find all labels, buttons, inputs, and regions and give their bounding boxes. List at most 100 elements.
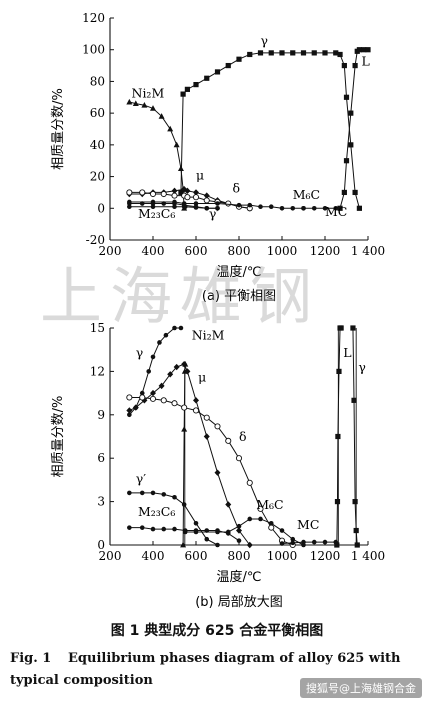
data-point — [127, 204, 132, 209]
data-point — [337, 205, 343, 211]
chart-panel-a: 200 400 600 800 1000 1200 1 400 -20 0 20 40 60 80 100… — [51, 11, 385, 304]
series-line — [129, 101, 185, 209]
phase-label: Ni₂M — [192, 328, 225, 343]
series-ni2m — [180, 360, 189, 548]
series-series — [126, 360, 253, 549]
x-tick-label: 1200 — [310, 549, 341, 563]
y-tick-label: 6 — [97, 451, 105, 465]
data-point — [141, 102, 148, 108]
data-point — [247, 51, 253, 58]
data-point — [204, 205, 210, 211]
series-ni2m — [126, 98, 188, 211]
data-point — [160, 397, 167, 404]
series-l — [334, 325, 344, 548]
source-badge[interactable]: 搜狐号@上海雄钢合金 — [300, 678, 422, 698]
data-point — [290, 536, 296, 542]
caption-fig-text: Equilibrium phases diagram of alloy 625 … — [10, 651, 401, 688]
x-tick-label: 200 — [99, 244, 122, 258]
data-point — [127, 490, 132, 496]
data-point — [257, 505, 264, 512]
data-point — [171, 192, 178, 199]
y-tick-label: 80 — [90, 74, 105, 88]
data-point — [279, 528, 285, 533]
data-point — [146, 369, 151, 374]
data-point — [334, 542, 340, 548]
x-tick-label: 600 — [185, 549, 208, 563]
data-point — [181, 404, 188, 411]
data-point — [352, 189, 358, 196]
y-tick-label: 0 — [97, 538, 105, 552]
x-axis-label: 温度/℃ — [217, 569, 262, 585]
data-point — [139, 201, 145, 206]
data-point — [132, 404, 139, 411]
data-point — [341, 189, 347, 196]
data-point — [343, 94, 350, 100]
data-point — [126, 407, 133, 414]
data-point — [167, 125, 174, 132]
caption-fig-label: Fig. 1 — [10, 651, 52, 666]
data-point — [246, 541, 253, 549]
data-point — [348, 142, 354, 148]
data-point — [351, 397, 357, 403]
data-point — [127, 412, 132, 418]
data-point — [352, 62, 358, 69]
data-point — [180, 541, 187, 548]
data-point — [235, 455, 243, 462]
data-point — [193, 204, 199, 209]
data-point — [311, 539, 317, 545]
phase-label: γ — [136, 345, 143, 360]
data-point — [356, 205, 362, 211]
data-point — [172, 204, 177, 209]
data-point — [236, 202, 242, 208]
caption-chinese: 图 1 典型成分 625 合金平衡相图 — [110, 623, 324, 639]
data-point — [171, 187, 178, 195]
phase-label: δ — [233, 180, 241, 195]
data-point — [247, 202, 253, 208]
phase-label: δ — [239, 429, 247, 444]
phase-label: γ — [358, 359, 365, 374]
data-point — [268, 204, 274, 209]
y-tick-label: -20 — [86, 233, 105, 247]
series-series — [127, 325, 184, 418]
data-point — [204, 75, 210, 81]
data-point — [180, 91, 186, 97]
data-point — [290, 540, 296, 546]
data-point — [193, 521, 199, 526]
data-point — [338, 325, 344, 331]
data-point — [203, 192, 210, 199]
data-point — [290, 205, 296, 211]
data-point — [184, 194, 191, 201]
data-point — [184, 368, 191, 375]
y-tick-label: 60 — [90, 106, 105, 120]
phase-label: MC — [297, 517, 319, 532]
data-point — [139, 394, 146, 401]
series-mc — [279, 539, 339, 546]
x-tick-label: 1000 — [267, 549, 298, 563]
data-point — [192, 407, 200, 414]
x-tick-label: 400 — [142, 244, 165, 258]
data-point — [311, 205, 317, 211]
phase-label: MC — [325, 204, 347, 219]
data-point — [139, 390, 145, 396]
x-tick-label: 1 400 — [351, 549, 385, 563]
x-tick-label: 1 400 — [351, 244, 385, 258]
data-point — [301, 205, 306, 211]
data-point — [215, 529, 220, 535]
data-point — [268, 50, 274, 56]
data-point — [215, 201, 220, 206]
data-point — [172, 325, 177, 331]
data-point — [192, 194, 200, 201]
data-point — [236, 56, 242, 62]
data-point — [132, 100, 139, 107]
data-point — [225, 200, 232, 207]
data-point — [127, 201, 132, 206]
data-point — [268, 524, 275, 531]
data-point — [337, 51, 343, 58]
series-series — [127, 490, 220, 548]
data-point — [236, 527, 242, 534]
phase-label: M₆C — [256, 497, 283, 512]
y-tick-label: 15 — [90, 321, 105, 335]
data-point — [193, 397, 199, 404]
data-point — [246, 479, 253, 486]
